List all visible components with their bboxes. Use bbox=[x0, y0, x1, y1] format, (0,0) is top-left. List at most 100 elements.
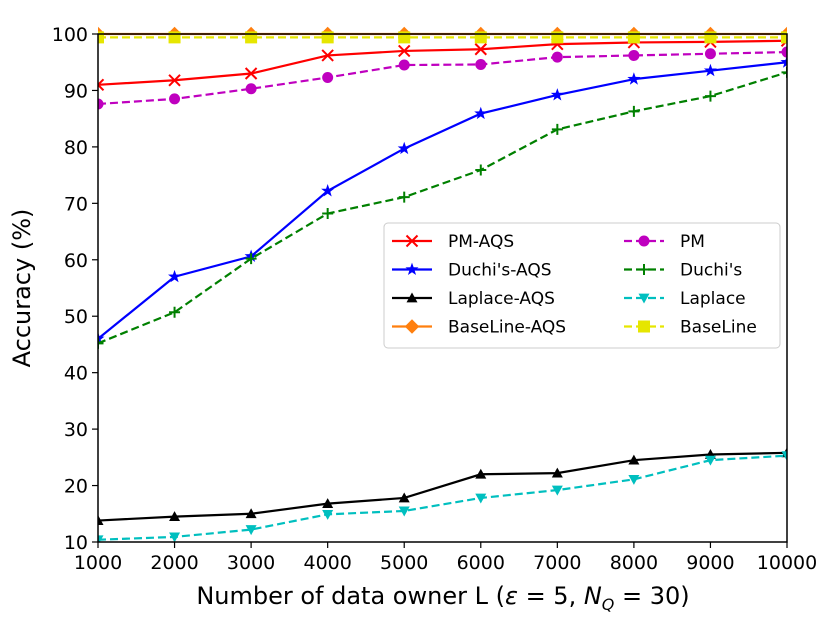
x-tick-label: 7000 bbox=[533, 552, 581, 574]
data-point-pm bbox=[475, 58, 487, 70]
data-point-pm-aqs bbox=[321, 49, 334, 62]
data-point-duchi-s-aqs bbox=[474, 106, 488, 120]
series-laplace bbox=[98, 451, 787, 542]
series-line-laplace-aqs bbox=[98, 451, 787, 522]
data-point-duchi-s-aqs bbox=[627, 72, 641, 85]
legend-marker-baseline-aqs bbox=[404, 319, 420, 334]
data-point-baseline bbox=[474, 31, 487, 44]
y-tick-label: 100 bbox=[52, 24, 88, 46]
data-point-laplace-aqs bbox=[551, 467, 563, 478]
legend-entry-baseline: BaseLine bbox=[624, 318, 757, 338]
series-line-duchi-s-aqs bbox=[98, 61, 787, 340]
y-tick-label: 30 bbox=[64, 419, 88, 441]
data-point-pm-aqs bbox=[98, 78, 105, 92]
data-point-laplace-aqs bbox=[245, 508, 257, 519]
series-duchi-s bbox=[98, 66, 787, 349]
x-tick-label: 9000 bbox=[686, 552, 734, 574]
data-point-baseline bbox=[98, 31, 104, 44]
data-point-laplace bbox=[781, 451, 787, 462]
x-tick-label: 2000 bbox=[150, 552, 198, 574]
y-axis-ticks: 10 20 30 40 50 60 70 80 90 100 bbox=[52, 24, 98, 554]
data-point-laplace bbox=[551, 485, 563, 496]
data-point-pm-aqs bbox=[398, 44, 411, 58]
y-tick-label: 80 bbox=[64, 137, 88, 159]
series-pm-aqs bbox=[98, 34, 787, 92]
data-point-duchi-s-aqs bbox=[550, 88, 564, 101]
data-point-laplace bbox=[704, 455, 716, 466]
data-point-duchi-s-aqs bbox=[168, 269, 182, 283]
data-point-baseline bbox=[245, 31, 258, 44]
legend-marker-pm bbox=[638, 235, 650, 247]
data-point-pm bbox=[245, 83, 257, 95]
data-point-laplace-aqs bbox=[169, 511, 181, 521]
data-point-baseline bbox=[168, 31, 181, 44]
data-point-laplace-aqs bbox=[398, 492, 410, 503]
x-tick-label: 6000 bbox=[457, 552, 505, 574]
data-point-pm bbox=[781, 46, 787, 58]
legend-entry-baseline-aqs: BaseLine-AQS bbox=[392, 318, 566, 338]
legend-entry-pm-aqs: PM-AQS bbox=[392, 232, 514, 252]
legend-label-duchi-s: Duchi's bbox=[680, 261, 742, 281]
data-point-duchi-s-aqs bbox=[703, 63, 717, 77]
data-point-laplace bbox=[245, 525, 257, 536]
data-point-pm bbox=[628, 49, 640, 61]
series-line-duchi-s bbox=[98, 71, 787, 345]
data-point-duchi-s bbox=[98, 337, 104, 349]
legend-marker-laplace-aqs bbox=[406, 292, 418, 303]
data-point-duchi-s-aqs bbox=[397, 141, 411, 155]
y-tick-label: 60 bbox=[64, 250, 88, 272]
y-axis-title: Accuracy (%) bbox=[8, 209, 36, 368]
legend-marker-pm-aqs bbox=[405, 234, 419, 248]
legend-label-laplace-aqs: Laplace-AQS bbox=[448, 289, 555, 309]
data-point-duchi-s bbox=[322, 207, 334, 219]
series-baseline bbox=[98, 31, 787, 44]
y-tick-label: 10 bbox=[64, 532, 88, 554]
y-tick-label: 40 bbox=[64, 363, 88, 385]
data-point-laplace-aqs bbox=[322, 498, 334, 509]
x-tick-label: 4000 bbox=[303, 552, 351, 574]
legend-label-baseline: BaseLine bbox=[680, 318, 757, 338]
data-point-pm bbox=[551, 51, 563, 63]
legend-marker-laplace bbox=[638, 293, 650, 304]
x-tick-label: 5000 bbox=[380, 552, 428, 574]
data-point-laplace bbox=[628, 474, 640, 485]
data-point-baseline bbox=[551, 31, 564, 44]
data-point-laplace bbox=[98, 535, 104, 542]
data-point-laplace bbox=[398, 506, 410, 517]
series-line-pm bbox=[98, 50, 787, 106]
legend-entry-pm: PM bbox=[624, 232, 705, 252]
data-point-laplace bbox=[475, 493, 487, 504]
legend-entry-duchi-s-aqs: Duchi's-AQS bbox=[392, 261, 552, 281]
legend-label-pm: PM bbox=[680, 232, 705, 252]
x-tick-label: 3000 bbox=[227, 552, 275, 574]
series-pm bbox=[98, 46, 787, 110]
legend-entry-duchi-s: Duchi's bbox=[624, 261, 742, 281]
series-laplace-aqs bbox=[98, 447, 787, 525]
y-tick-label: 50 bbox=[64, 306, 88, 328]
data-point-duchi-s bbox=[169, 306, 181, 318]
legend: PM-AQS PM Duchi's-AQS Duchi's Laplace-AQS Lap… bbox=[383, 222, 781, 349]
y-tick-label: 20 bbox=[64, 476, 88, 498]
x-tick-label: 1000 bbox=[74, 552, 122, 574]
data-point-pm bbox=[98, 98, 104, 110]
x-tick-label: 10000 bbox=[757, 552, 817, 574]
data-point-duchi-s-aqs bbox=[321, 184, 335, 197]
data-point-laplace bbox=[322, 509, 334, 520]
data-point-laplace bbox=[169, 532, 181, 542]
data-point-baseline bbox=[704, 31, 717, 44]
x-axis-ticks: 1000 2000 3000 4000 5000 6000 7000 8000 9000 1000… bbox=[74, 542, 817, 574]
data-point-duchi-s-aqs bbox=[98, 331, 105, 345]
data-point-duchi-s-aqs bbox=[780, 55, 787, 68]
legend-entry-laplace: Laplace bbox=[624, 289, 746, 309]
x-axis-title: Number of data owner L (ε = 5, NQ = 30) bbox=[196, 582, 689, 614]
data-point-baseline bbox=[398, 31, 411, 44]
legend-box bbox=[383, 222, 781, 349]
legend-marker-duchi-s-aqs bbox=[405, 262, 419, 276]
legend-marker-baseline bbox=[638, 320, 650, 333]
x-tick-label: 8000 bbox=[610, 552, 658, 574]
data-point-duchi-s bbox=[398, 191, 410, 203]
legend-label-laplace: Laplace bbox=[680, 289, 746, 309]
y-tick-label: 70 bbox=[64, 193, 88, 215]
data-point-baseline bbox=[781, 31, 787, 44]
